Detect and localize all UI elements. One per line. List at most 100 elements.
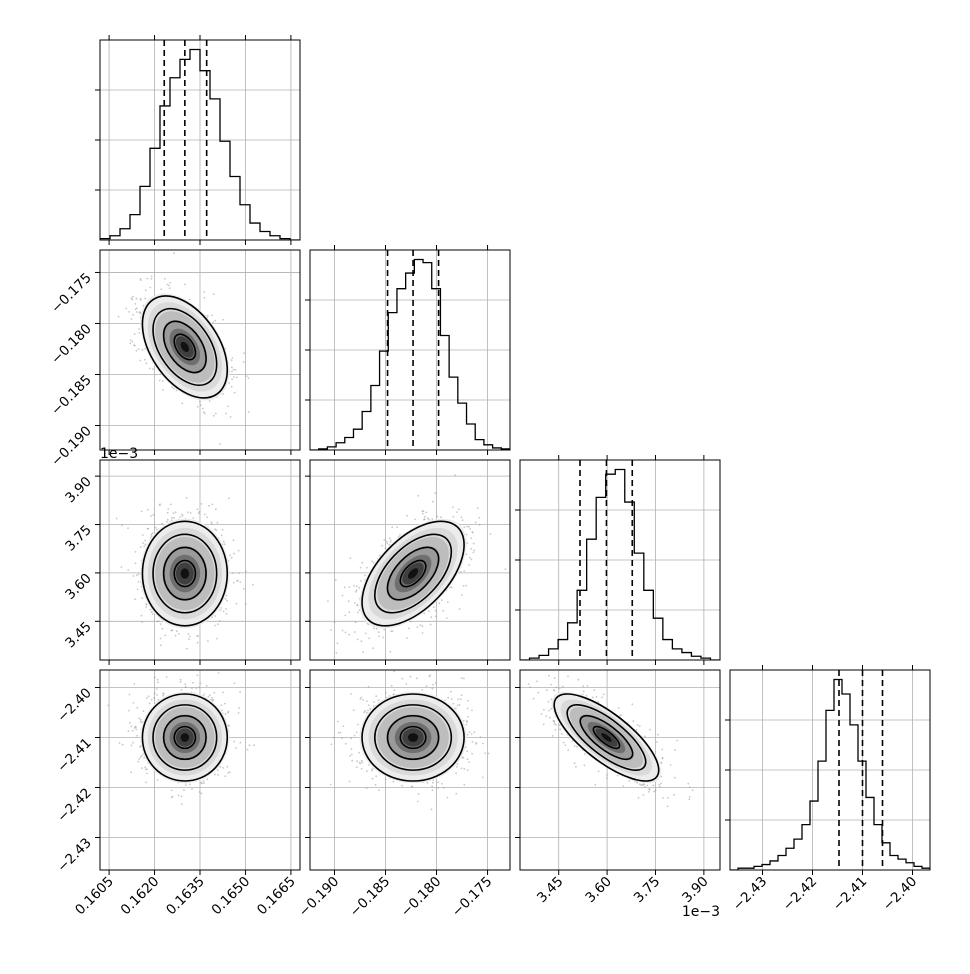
scatter-point — [180, 681, 182, 683]
scatter-point — [129, 722, 131, 724]
scatter-point — [234, 682, 236, 684]
scatter-point — [184, 683, 186, 685]
scatter-point — [148, 695, 150, 697]
scatter-point — [245, 603, 247, 605]
scatter-point — [348, 600, 350, 602]
scatter-point — [423, 519, 425, 521]
scatter-point — [141, 755, 143, 757]
scatter-point — [240, 742, 242, 744]
scatter-point — [222, 319, 224, 321]
scatter-point — [467, 758, 469, 760]
scatter-point — [422, 632, 424, 634]
scatter-point — [212, 504, 214, 506]
scatter-point — [466, 542, 468, 544]
histogram-step — [310, 260, 510, 450]
scatter-point — [463, 678, 465, 680]
scatter-point — [435, 610, 437, 612]
scatter-point — [360, 580, 362, 582]
scatter-point — [226, 613, 228, 615]
scatter-point — [118, 316, 120, 318]
scatter-point — [199, 683, 201, 685]
scatter-point — [207, 640, 209, 642]
scatter-point — [479, 524, 481, 526]
scatter-point — [215, 413, 217, 415]
scatter-point — [435, 682, 437, 684]
scatter-point — [224, 703, 226, 705]
scatter-point — [385, 778, 387, 780]
scatter-point — [171, 630, 173, 632]
scatter-point — [178, 795, 180, 797]
scatter-point — [378, 631, 380, 633]
scatter-point — [233, 553, 235, 555]
scatter-point — [152, 368, 154, 370]
scatter-point — [160, 638, 162, 640]
scatter-point — [441, 783, 443, 785]
scatter-point — [442, 610, 444, 612]
scatter-point — [239, 691, 241, 693]
scatter-point — [213, 415, 215, 417]
scatter-point — [150, 515, 152, 517]
scatter-point — [217, 774, 219, 776]
scatter-point — [132, 314, 134, 316]
scatter-point — [181, 803, 183, 805]
scatter-point — [145, 782, 147, 784]
scatter-point — [213, 692, 215, 694]
scatter-point — [383, 539, 385, 541]
scatter-point — [470, 548, 472, 550]
y-tick-label: 3.45 — [62, 619, 95, 652]
scatter-point — [143, 545, 145, 547]
scatter-point — [385, 548, 387, 550]
scatter-point — [435, 616, 437, 618]
scatter-point — [463, 570, 465, 572]
scatter-point — [368, 638, 370, 640]
scatter-point — [134, 333, 136, 335]
density-shade — [181, 733, 189, 742]
scatter-point — [228, 725, 230, 727]
scatter-point — [134, 727, 136, 729]
scatter-point — [337, 642, 339, 644]
panel-content — [100, 670, 300, 870]
scatter-point — [477, 507, 479, 509]
scatter-point — [197, 642, 199, 644]
scatter-point — [452, 507, 454, 509]
scatter-point — [422, 625, 424, 627]
scatter-point — [461, 516, 463, 518]
scatter-point — [200, 404, 202, 406]
scatter-point — [422, 513, 424, 515]
scatter-point — [149, 368, 151, 370]
scatter-point — [128, 311, 130, 313]
scatter-point — [471, 733, 473, 735]
scatter-point — [138, 758, 140, 760]
scatter-point — [446, 797, 448, 799]
scatter-point — [432, 789, 434, 791]
scatter-point — [143, 710, 145, 712]
density-shade — [181, 568, 189, 578]
scatter-point — [129, 694, 131, 696]
scatter-point — [221, 710, 223, 712]
scatter-point — [372, 647, 374, 649]
scatter-point — [468, 564, 470, 566]
scatter-point — [475, 522, 477, 524]
scatter-point — [156, 694, 158, 696]
scatter-point — [154, 677, 156, 679]
scatter-point — [119, 742, 121, 744]
scatter-point — [145, 289, 147, 291]
scatter-point — [197, 635, 199, 637]
scatter-point — [157, 679, 159, 681]
scatter-point — [243, 588, 245, 590]
scatter-point — [455, 793, 457, 795]
scatter-point — [130, 339, 132, 341]
scatter-point — [132, 730, 134, 732]
scatter-point — [356, 760, 358, 762]
scatter-point — [235, 747, 237, 749]
scatter-point — [171, 790, 173, 792]
scatter-point — [156, 529, 158, 531]
scatter-point — [141, 615, 143, 617]
scatter-point — [354, 631, 356, 633]
scatter-point — [233, 582, 235, 584]
pair-panel: −0.190−0.185−0.180−0.175 — [48, 250, 300, 470]
scatter-point — [466, 750, 468, 752]
scatter-point — [227, 772, 229, 774]
scatter-point — [139, 332, 141, 334]
